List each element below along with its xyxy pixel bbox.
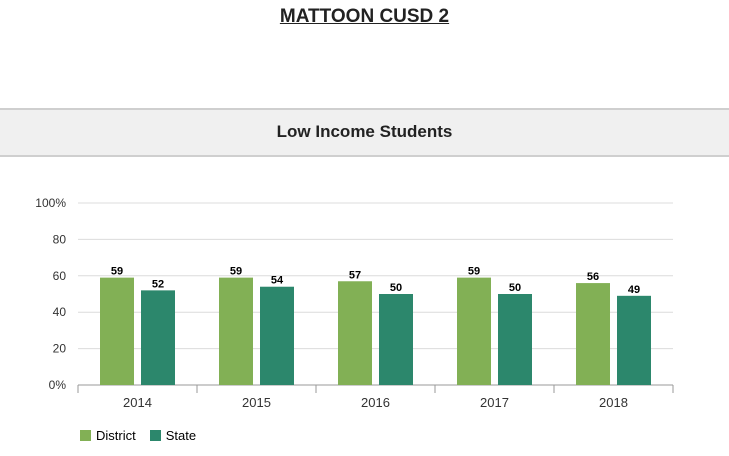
bar-district (219, 277, 253, 385)
bar-state (379, 294, 413, 385)
bar-district (100, 277, 134, 385)
y-tick-label: 100% (35, 196, 66, 210)
data-label: 57 (349, 269, 361, 281)
data-label: 49 (628, 284, 640, 296)
x-tick-label: 2016 (361, 395, 390, 410)
legend-label-district: District (96, 428, 136, 443)
bar-state (617, 295, 651, 385)
y-tick-label: 80 (53, 232, 67, 246)
bar-district (338, 281, 372, 385)
data-label: 59 (468, 266, 480, 278)
data-label: 59 (230, 266, 242, 278)
data-label: 50 (390, 282, 402, 294)
x-tick-label: 2014 (123, 395, 152, 410)
bar-state (260, 286, 294, 385)
bar-district (576, 283, 610, 385)
legend-item-state[interactable]: State (149, 428, 197, 443)
section-title: Low Income Students (276, 122, 453, 141)
bar-state (141, 290, 175, 385)
data-label: 54 (271, 275, 284, 287)
y-tick-label: 60 (53, 269, 67, 283)
data-label: 56 (587, 271, 599, 283)
data-label: 59 (111, 266, 123, 278)
data-label: 50 (509, 282, 521, 294)
page-title: MATTOON CUSD 2 (279, 6, 450, 27)
data-label: 52 (152, 278, 164, 290)
legend-swatch-district (80, 430, 91, 441)
section-header: Low Income Students (0, 108, 729, 157)
y-tick-label: 40 (53, 305, 67, 319)
legend-swatch-state (149, 430, 161, 441)
bar-district (457, 277, 491, 385)
y-tick-label: 0% (49, 378, 67, 392)
x-tick-label: 2017 (480, 395, 509, 410)
x-tick-label: 2018 (599, 395, 628, 410)
bar-state (498, 294, 532, 385)
chart-legend: District State (80, 428, 196, 443)
y-tick-label: 20 (53, 342, 67, 356)
legend-item-district[interactable]: District (80, 428, 136, 443)
x-tick-label: 2015 (242, 395, 271, 410)
legend-label-state: State (165, 428, 197, 443)
